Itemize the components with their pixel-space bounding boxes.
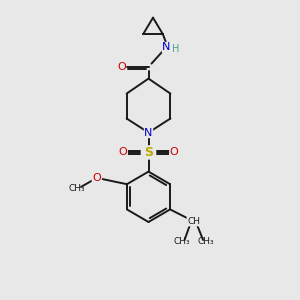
Text: O: O [92, 172, 101, 183]
Text: N: N [144, 128, 153, 138]
Text: N: N [162, 42, 171, 52]
Text: CH₃: CH₃ [68, 184, 85, 193]
Text: H: H [172, 44, 180, 54]
Text: O: O [117, 61, 126, 72]
FancyBboxPatch shape [141, 145, 156, 160]
Text: O: O [169, 147, 178, 158]
Text: O: O [118, 147, 127, 158]
Text: CH₃: CH₃ [197, 237, 214, 246]
Text: S: S [144, 146, 153, 159]
Text: CH: CH [187, 217, 200, 226]
Text: CH₃: CH₃ [173, 237, 190, 246]
